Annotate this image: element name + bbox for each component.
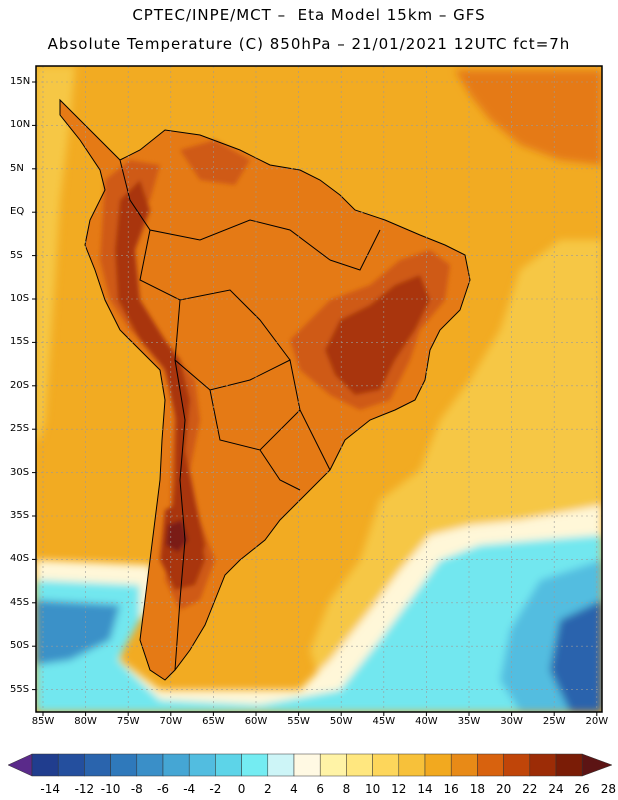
colorbar-tick-label: 24 [548, 782, 564, 796]
lat-label: EQ [10, 206, 25, 218]
colorbar-tick-label: 2 [263, 782, 272, 796]
colorbar-tick-label: 22 [522, 782, 538, 796]
lon-label: 25W [542, 716, 566, 727]
map-field [36, 66, 602, 712]
lon-label: 85W [31, 716, 55, 727]
lon-label: 40W [415, 716, 438, 727]
colorbar-segment [319, 753, 347, 777]
lat-label: 5N [10, 162, 24, 174]
colorbar-segment [555, 753, 583, 777]
colorbar-tick-label: -6 [157, 782, 169, 796]
lon-label: 60W [244, 716, 268, 727]
extreme-core [166, 520, 188, 552]
colorbar-segment [215, 753, 242, 777]
lat-label: 35S [10, 510, 30, 521]
lon-label: 20W [585, 716, 609, 727]
colorbar-segment [241, 753, 269, 777]
lat-label: 50S [10, 640, 30, 652]
lat-label: 55S [10, 683, 30, 695]
colorbar-tick-label: 16 [443, 782, 459, 796]
coastline-and-borders [59, 98, 471, 681]
lat-label: 15S [10, 336, 30, 348]
colorbar-tick-label: -10 [100, 782, 121, 796]
colorbar-segment [136, 753, 164, 777]
lon-label: 35W [457, 716, 481, 727]
colorbar-arrow-low [7, 753, 33, 777]
colorbar-tick-label: -8 [130, 782, 143, 796]
colorbar-segment [188, 753, 216, 777]
colorbar-tick-label: -12 [74, 782, 95, 796]
coldest-core-southeast [550, 600, 602, 712]
lat-label: 40S [10, 553, 30, 565]
lon-label: 80W [74, 716, 97, 727]
colorbar-segment [84, 753, 111, 777]
hotter-region-andes [115, 180, 205, 585]
colorbar-tick-label: -4 [183, 782, 196, 796]
colorbar-tick-label: 20 [495, 782, 512, 796]
lat-label: 20S [10, 379, 30, 391]
colorbar-segment [503, 753, 531, 777]
colorbar-segment [57, 753, 85, 777]
colorbar-tick-label: 8 [342, 782, 351, 796]
colorbar-segment [162, 753, 190, 777]
map-title-line-1: CPTEC/INPE/MCT – Eta Model 15km – GFS [132, 6, 486, 24]
colorbar-segment [477, 753, 504, 777]
colorbar-tick-label: 10 [364, 782, 381, 796]
cold-band-south [36, 535, 602, 712]
country-borders [119, 159, 381, 671]
colorbar-segment [529, 753, 557, 777]
coastline [59, 98, 471, 681]
colorbar-tick-label: 28 [600, 782, 617, 796]
lat-label: 10N [10, 119, 31, 131]
lon-label: 75W [116, 716, 140, 727]
lat-label: 45S [10, 596, 30, 608]
ocean-cool-northwest [36, 66, 75, 440]
colorbar-segment [110, 753, 138, 777]
colorbar-tick-label: 26 [574, 782, 590, 796]
colorbar-segment [267, 753, 295, 777]
lon-label: 50W [329, 716, 353, 727]
lon-label: 30W [500, 716, 523, 727]
colorbar [7, 753, 613, 777]
colorbar-segment [398, 753, 426, 777]
lat-label: 5S [10, 249, 23, 261]
hotter-region-brazil [325, 275, 430, 395]
colorbar-tick-label: 18 [469, 782, 486, 796]
colorbar-segment [424, 753, 452, 777]
colorbar-segment [31, 753, 59, 777]
axis-ticks [32, 81, 598, 716]
colorbar-tick-label: -2 [209, 782, 222, 796]
cold-core-southwest [36, 600, 120, 665]
lat-lon-grid [36, 66, 602, 712]
colorbar-arrow-high [581, 753, 613, 777]
lat-label: 30S [10, 466, 30, 478]
lon-label: 65W [202, 716, 225, 727]
map-title-line-2: Absolute Temperature (C) 850hPa – 21/01/… [47, 35, 571, 53]
colorbar-segment [293, 753, 321, 777]
colorbar-segment [450, 753, 478, 777]
lat-label: 25S [10, 423, 30, 435]
lon-label: 45W [372, 716, 396, 727]
colorbar-segment [372, 753, 400, 777]
lat-label: 10S [10, 293, 30, 304]
colorbar-tick-label: 14 [417, 782, 433, 796]
colorbar-tick-label: 6 [316, 782, 324, 796]
colorbar-tick-label: 12 [391, 782, 407, 796]
lon-label: 70W [159, 716, 183, 727]
colorbar-tick-label: 0 [237, 782, 246, 796]
lat-label: 15N [10, 76, 31, 87]
hot-region-north [180, 140, 250, 185]
ocean-warm-northeast [455, 70, 602, 165]
colorbar-tick-label: 4 [290, 782, 298, 796]
colorbar-tick-label: -14 [40, 782, 60, 796]
map-frame [35, 65, 603, 713]
lon-label: 55W [287, 716, 310, 727]
colorbar-segment [346, 753, 373, 777]
